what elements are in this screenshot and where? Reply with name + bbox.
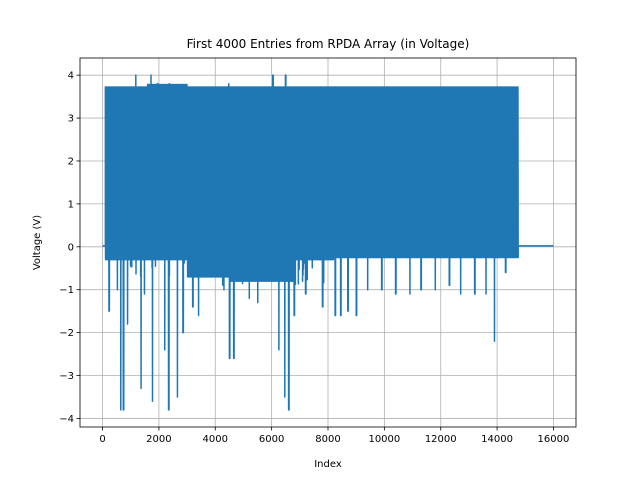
x-tick-label: 16000 <box>538 434 570 445</box>
axis-ticks: 0 2000 4000 6000 8000 10000 12000 14000 16000 −4 −… <box>59 71 569 445</box>
chart-title: First 4000 Entries from RPDA Array (in V… <box>187 37 470 51</box>
y-axis-label: Voltage (V) <box>32 215 43 270</box>
y-tick-label: 1 <box>68 199 74 210</box>
x-tick-label: 14000 <box>481 434 513 445</box>
x-tick-label: 2000 <box>146 434 171 445</box>
x-axis-label: Index <box>314 459 342 470</box>
x-tick-label: 0 <box>99 434 105 445</box>
x-tick-label: 12000 <box>425 434 457 445</box>
x-tick-label: 10000 <box>368 434 400 445</box>
y-tick-label: −2 <box>59 328 74 339</box>
x-tick-label: 8000 <box>315 434 340 445</box>
x-tick-label: 6000 <box>259 434 284 445</box>
y-tick-label: 4 <box>68 71 74 82</box>
y-tick-label: −4 <box>59 414 74 425</box>
series-line <box>102 74 554 411</box>
y-tick-label: −3 <box>59 371 74 382</box>
y-tick-label: 2 <box>68 156 74 167</box>
y-tick-label: −1 <box>59 285 74 296</box>
x-tick-label: 4000 <box>203 434 228 445</box>
y-tick-label: 0 <box>68 242 74 253</box>
series-layer <box>102 74 554 411</box>
y-tick-label: 3 <box>68 114 74 125</box>
